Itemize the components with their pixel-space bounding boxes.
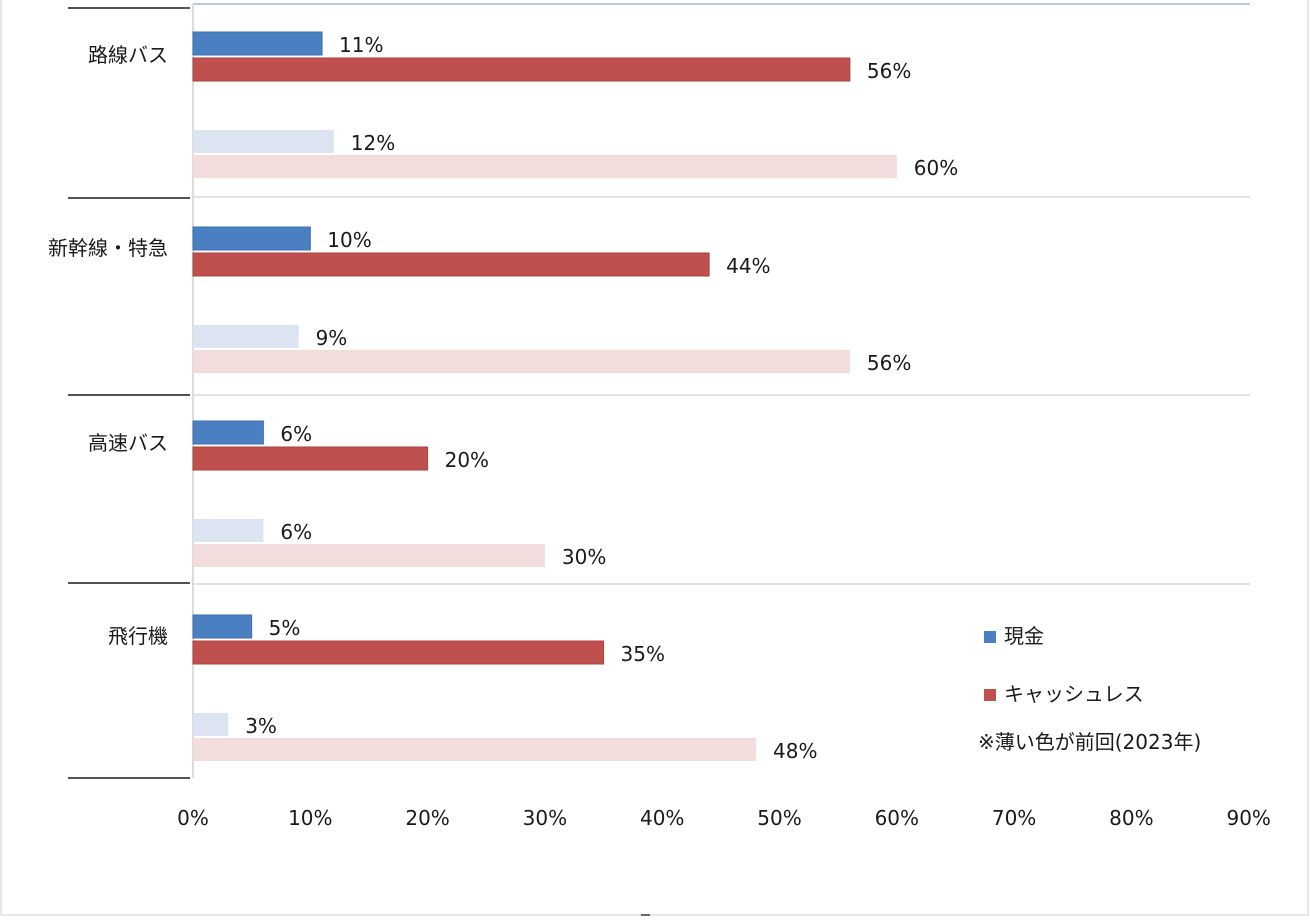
bar-cash_now xyxy=(192,420,264,445)
data-label: 9% xyxy=(316,326,348,350)
x-tick-label: 40% xyxy=(640,806,684,830)
legend-label: キャッシュレス xyxy=(1004,682,1144,706)
category-label: 路線バス xyxy=(88,43,168,67)
x-tick-label: 90% xyxy=(1226,806,1270,830)
category-label: 新幹線・特急 xyxy=(48,236,168,260)
bar-cashless_prev xyxy=(193,544,545,567)
x-tick-label: 0% xyxy=(177,806,209,830)
category-label: 高速バス xyxy=(88,431,168,455)
data-label: 5% xyxy=(269,616,301,640)
data-label: 48% xyxy=(773,739,817,763)
legend-swatch xyxy=(984,631,996,643)
data-label: 10% xyxy=(327,228,371,252)
x-tick-label: 30% xyxy=(523,806,567,830)
data-label: 44% xyxy=(726,254,770,278)
bar-cashless_prev xyxy=(193,350,850,373)
data-label: 56% xyxy=(867,351,911,375)
x-tick-label: 80% xyxy=(1109,806,1153,830)
data-label: 3% xyxy=(245,714,277,738)
bar-cashless_now xyxy=(192,640,605,665)
bar-cash_now xyxy=(192,614,253,639)
bar-cash_prev xyxy=(193,325,299,348)
data-label: 6% xyxy=(280,422,312,446)
data-label: 11% xyxy=(339,33,383,57)
data-label: 60% xyxy=(914,156,958,180)
bar-cashless_prev xyxy=(193,738,757,761)
data-label: 56% xyxy=(867,59,911,83)
x-tick-label: 10% xyxy=(288,806,332,830)
bar-cash_prev xyxy=(193,519,264,542)
data-label: 30% xyxy=(562,545,606,569)
x-tick-label: 50% xyxy=(757,806,801,830)
data-label: 35% xyxy=(621,642,665,666)
data-label: 12% xyxy=(351,131,395,155)
category-label: 飛行機 xyxy=(108,624,168,648)
chart-note: ※薄い色が前回(2023年) xyxy=(978,730,1201,754)
bar-cash_now xyxy=(192,31,323,56)
bar-cashless_prev xyxy=(193,155,897,178)
data-label: 20% xyxy=(445,448,489,472)
x-tick-label: 70% xyxy=(992,806,1036,830)
x-tick-label: 20% xyxy=(405,806,449,830)
bar-cashless_now xyxy=(192,446,429,471)
legend-swatch xyxy=(984,689,996,701)
bar-cash_prev xyxy=(193,713,229,736)
data-label: 6% xyxy=(280,520,312,544)
x-tick-label: 60% xyxy=(875,806,919,830)
legend-label: 現金 xyxy=(1004,624,1044,648)
bar-cash_now xyxy=(192,226,311,251)
bar-cashless_now xyxy=(192,252,710,277)
bar-cashless_now xyxy=(192,57,851,82)
bar-cash_prev xyxy=(193,130,334,153)
